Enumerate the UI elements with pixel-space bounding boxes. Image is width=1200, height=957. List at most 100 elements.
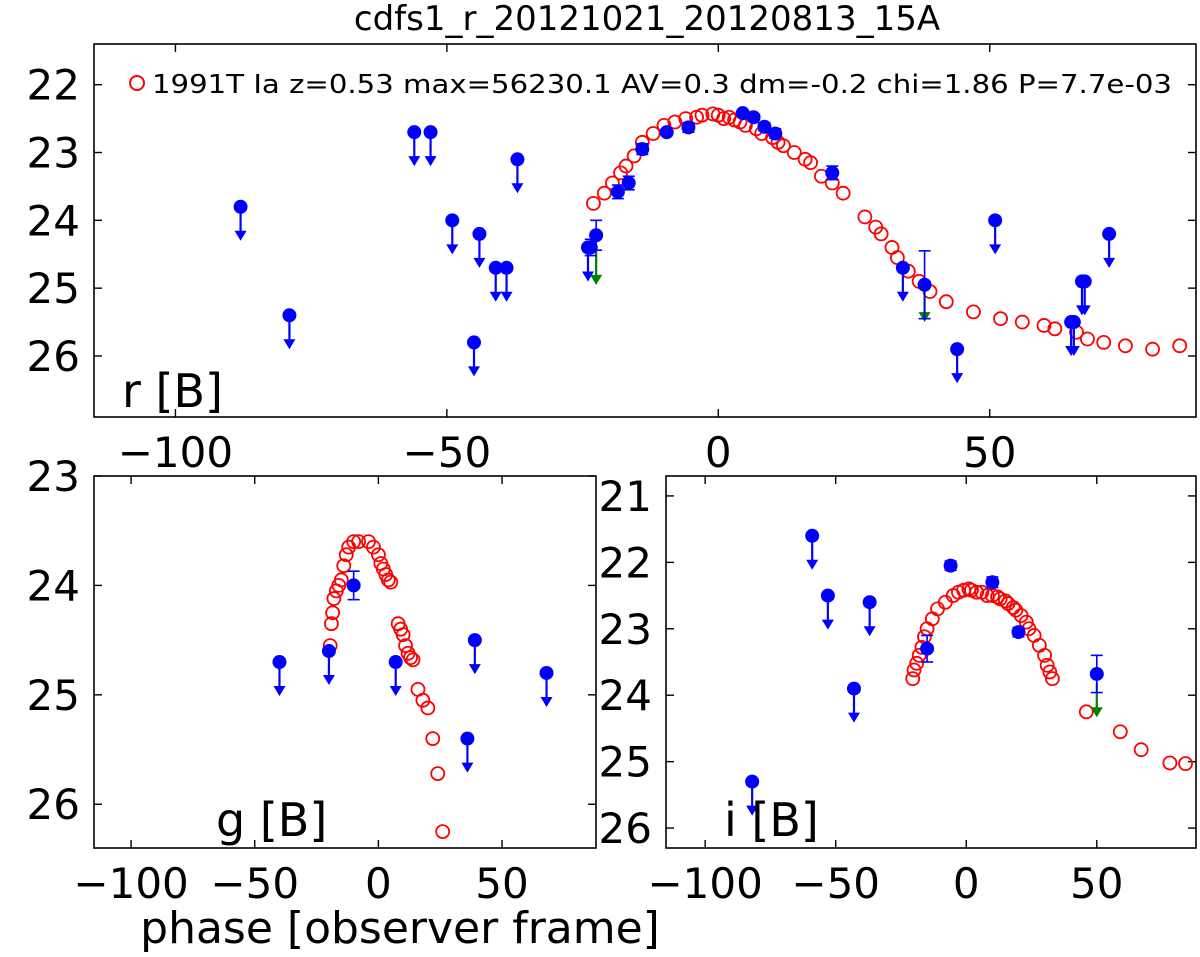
model-point — [966, 304, 981, 320]
detection-point — [768, 126, 783, 141]
model-point — [383, 574, 399, 590]
y-tick-label: 26 — [27, 780, 80, 829]
x-axis-label: phase [observer frame] — [140, 903, 660, 954]
legend-text: 1991T Ia z=0.53 max=56230.1 AV=0.3 dm=-0… — [152, 70, 1172, 100]
model-point — [924, 611, 940, 627]
model-point — [1045, 671, 1060, 687]
upper-limit-head — [863, 626, 876, 637]
upper-limit-head — [322, 675, 335, 686]
model-point — [1162, 755, 1178, 771]
x-tick-label: 0 — [705, 428, 732, 477]
model-point — [909, 655, 925, 671]
upper-limit-head — [273, 686, 286, 696]
upper-limit-head — [821, 619, 834, 630]
upper-limit-point — [388, 655, 403, 669]
y-tick-label: 21 — [599, 472, 652, 521]
model-point — [1080, 331, 1095, 347]
x-tick-label: 50 — [475, 859, 528, 908]
model-point — [415, 692, 431, 708]
upper-limit-head — [468, 366, 480, 377]
model-point — [398, 638, 413, 653]
upper-limit-point — [282, 308, 297, 323]
panel-label-r: r [B] — [122, 364, 223, 418]
upper-limit-head — [582, 271, 594, 282]
panel-label-g: g [B] — [216, 793, 327, 847]
x-tick-label: −50 — [210, 859, 299, 908]
upper-limit-point — [1066, 315, 1081, 330]
model-point — [905, 671, 921, 687]
model-point — [1014, 314, 1030, 330]
detection-point — [346, 578, 361, 593]
detection-point — [621, 176, 636, 191]
model-point — [1078, 704, 1094, 720]
model-point — [336, 558, 352, 574]
plot-frame-r — [93, 43, 1197, 418]
model-point — [333, 572, 349, 588]
plot-frame-i — [665, 475, 1197, 849]
y-tick-label: 23 — [27, 452, 80, 501]
x-tick-label: 0 — [953, 859, 980, 908]
y-tick-label: 23 — [599, 605, 652, 654]
model-point — [1096, 334, 1112, 350]
model-point — [326, 591, 342, 606]
y-tick-label: 22 — [599, 538, 652, 587]
detection-point — [1011, 625, 1026, 640]
x-tick-label: 50 — [963, 428, 1016, 477]
model-point — [1112, 724, 1128, 740]
upper-limit-head — [234, 230, 247, 241]
y-tick-label: 22 — [27, 61, 80, 110]
upper-limit-head — [489, 291, 502, 302]
upper-limit-point — [423, 125, 438, 140]
figure-title: cdfs1_r_20121021_20120813_15A — [354, 0, 940, 39]
model-point — [803, 155, 818, 171]
model-point — [1037, 647, 1052, 663]
upper-limit-point — [1077, 274, 1092, 289]
detection-point — [610, 184, 625, 199]
upper-limit-point — [272, 655, 287, 669]
upper-limit-head — [408, 156, 421, 167]
model-point — [857, 209, 873, 225]
panel-r: −100 −50 0 50 22 23 24 25 26 r [B] 1991T Ia z=0.53… — [27, 43, 1197, 477]
model-point — [346, 534, 362, 550]
model-point — [1018, 614, 1034, 630]
model-point — [776, 138, 791, 154]
upper-limit-point — [805, 528, 820, 543]
y-tick-label: 24 — [27, 196, 80, 245]
upper-limit-point — [460, 731, 475, 746]
upper-limit-head — [1078, 305, 1091, 316]
model-point — [425, 731, 441, 746]
model-point — [1042, 664, 1058, 680]
y-tick-label: 24 — [27, 561, 80, 610]
upper-limit-point — [895, 260, 910, 275]
y-tick-label: 26 — [599, 804, 652, 853]
x-tick-label: 0 — [365, 859, 392, 908]
upper-limit-head — [540, 696, 553, 707]
upper-limit-head — [847, 712, 860, 723]
model-point — [1047, 321, 1063, 337]
model-point — [430, 766, 446, 781]
model-point — [938, 294, 954, 310]
detection-point — [659, 125, 674, 140]
detection-point — [985, 575, 1000, 590]
model-point — [1036, 318, 1052, 333]
upper-limit-point — [820, 588, 835, 603]
model-point — [405, 652, 421, 668]
upper-limit-head — [989, 244, 1002, 255]
detection-point — [589, 228, 604, 243]
model-point — [420, 700, 436, 716]
y-tick-label: 25 — [27, 671, 80, 720]
upper-limit-point — [510, 152, 525, 167]
upper-limit-head — [468, 664, 481, 675]
model-point — [618, 158, 634, 174]
y-tick-label: 25 — [27, 264, 80, 313]
upper-limit-head — [283, 339, 296, 350]
model-point — [990, 589, 1005, 605]
plot-frame-g — [93, 475, 597, 849]
model-point — [786, 145, 802, 160]
upper-limit-point — [745, 774, 760, 789]
model-point — [930, 601, 945, 617]
upper-limit-point — [539, 665, 554, 680]
upper-limit-point — [499, 260, 514, 275]
panel-i: −100 −50 0 50 21 22 23 24 25 26 i [B] — [599, 472, 1197, 908]
upper-limit-point — [846, 681, 861, 696]
